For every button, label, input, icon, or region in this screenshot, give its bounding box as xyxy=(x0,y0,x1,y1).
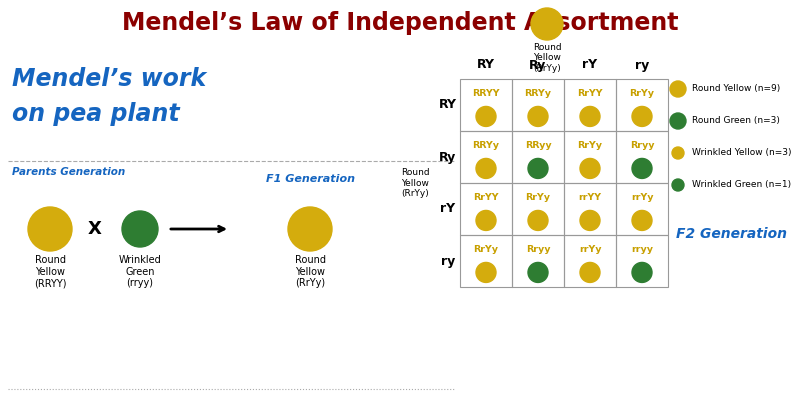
Text: rryy: rryy xyxy=(631,245,653,254)
Bar xyxy=(512,131,564,183)
Text: Wrinkled Yellow (n=3): Wrinkled Yellow (n=3) xyxy=(692,148,791,158)
Text: Parents Generation: Parents Generation xyxy=(12,167,126,177)
Text: ry: ry xyxy=(635,59,649,72)
Bar xyxy=(512,79,564,131)
Circle shape xyxy=(476,210,496,230)
Circle shape xyxy=(122,211,158,247)
Text: Round
Yellow
(RrYy): Round Yellow (RrYy) xyxy=(401,168,430,198)
Text: rY: rY xyxy=(441,202,455,215)
Circle shape xyxy=(476,158,496,178)
Circle shape xyxy=(528,158,548,178)
Text: Wrinkled
Green
(rryy): Wrinkled Green (rryy) xyxy=(118,255,162,288)
Circle shape xyxy=(670,81,686,97)
Bar xyxy=(460,79,512,131)
Text: rrYY: rrYY xyxy=(578,193,602,202)
Bar xyxy=(460,235,512,287)
Text: Ry: Ry xyxy=(439,150,457,163)
Text: RY: RY xyxy=(439,98,457,111)
Text: Mendel’s Law of Independent Assortment: Mendel’s Law of Independent Assortment xyxy=(122,11,678,35)
Text: RRYy: RRYy xyxy=(473,141,499,150)
Bar xyxy=(564,183,616,235)
Circle shape xyxy=(580,106,600,127)
Text: Mendel’s work: Mendel’s work xyxy=(12,67,206,91)
Text: RrYY: RrYY xyxy=(474,193,498,202)
Text: RrYY: RrYY xyxy=(578,89,602,98)
Circle shape xyxy=(632,106,652,127)
Text: Wrinkled Green (n=1): Wrinkled Green (n=1) xyxy=(692,181,791,189)
Circle shape xyxy=(476,262,496,282)
Text: F2 Generation: F2 Generation xyxy=(676,227,787,241)
Bar xyxy=(564,235,616,287)
Bar xyxy=(564,79,616,131)
Bar xyxy=(564,131,616,183)
Circle shape xyxy=(580,158,600,178)
Text: Round
Yellow
(RrYy): Round Yellow (RrYy) xyxy=(533,43,562,73)
Text: on pea plant: on pea plant xyxy=(12,102,180,126)
Circle shape xyxy=(632,262,652,282)
Text: RRyy: RRyy xyxy=(525,141,551,150)
Circle shape xyxy=(632,158,652,178)
Text: X: X xyxy=(88,220,102,238)
Text: F1 Generation: F1 Generation xyxy=(266,174,354,184)
Circle shape xyxy=(528,106,548,127)
Bar xyxy=(512,235,564,287)
Bar xyxy=(512,183,564,235)
Circle shape xyxy=(670,113,686,129)
Text: Ry: Ry xyxy=(530,59,546,72)
Text: RrYy: RrYy xyxy=(578,141,602,150)
Circle shape xyxy=(632,210,652,230)
Text: rrYy: rrYy xyxy=(578,245,602,254)
Text: RrYy: RrYy xyxy=(630,89,654,98)
Bar xyxy=(616,79,668,131)
Bar xyxy=(616,183,668,235)
Text: ry: ry xyxy=(441,254,455,267)
Circle shape xyxy=(28,207,72,251)
Text: Rryy: Rryy xyxy=(526,245,550,254)
Circle shape xyxy=(528,262,548,282)
Bar xyxy=(616,235,668,287)
Text: RRYy: RRYy xyxy=(525,89,551,98)
Circle shape xyxy=(580,210,600,230)
Bar xyxy=(616,131,668,183)
Circle shape xyxy=(580,262,600,282)
Text: RRYY: RRYY xyxy=(472,89,500,98)
Text: RY: RY xyxy=(477,59,495,72)
Bar xyxy=(460,183,512,235)
Text: Rryy: Rryy xyxy=(630,141,654,150)
Circle shape xyxy=(528,210,548,230)
Circle shape xyxy=(531,8,563,40)
Text: RrYy: RrYy xyxy=(474,245,498,254)
Text: RrYy: RrYy xyxy=(526,193,550,202)
Text: Round Green (n=3): Round Green (n=3) xyxy=(692,116,780,126)
Circle shape xyxy=(476,106,496,127)
Bar xyxy=(460,131,512,183)
Text: Round
Yellow
(RrYy): Round Yellow (RrYy) xyxy=(294,255,326,288)
Text: Round Yellow (n=9): Round Yellow (n=9) xyxy=(692,85,780,93)
Circle shape xyxy=(672,179,684,191)
Circle shape xyxy=(288,207,332,251)
Text: rY: rY xyxy=(582,59,598,72)
Text: Round
Yellow
(RRYY): Round Yellow (RRYY) xyxy=(34,255,66,288)
Circle shape xyxy=(672,147,684,159)
Text: rrYy: rrYy xyxy=(630,193,654,202)
